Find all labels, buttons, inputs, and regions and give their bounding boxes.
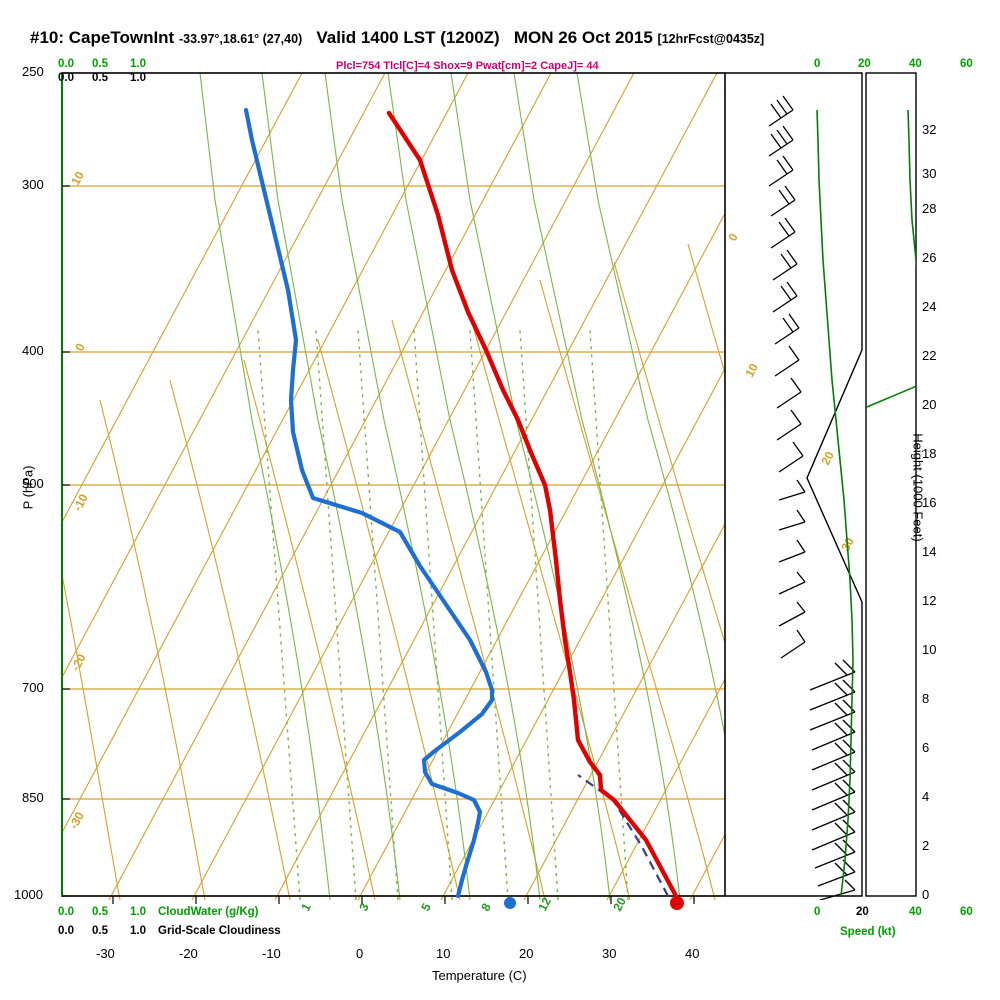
- height-profile-curve: [866, 109, 916, 409]
- cloudwater-tick-0: 0.0: [58, 58, 74, 70]
- mixing-label-3: 3: [356, 901, 372, 914]
- ytick-500: 500: [22, 476, 44, 491]
- isotherm-label-0: 0: [725, 231, 741, 244]
- ytick-250: 250: [22, 64, 44, 79]
- valid-time: Valid 1400 LST (1200Z): [316, 28, 500, 47]
- adiabat-label-m30: -30: [66, 809, 87, 831]
- cloudwater-tick-2: 1.0: [130, 58, 146, 70]
- height-tick-14: 14: [922, 544, 937, 559]
- cloudwater-bottom-0: 0.0: [58, 906, 74, 918]
- height-tick-20: 20: [922, 397, 937, 412]
- adiabat-label-m20: -20: [68, 651, 89, 673]
- y-axis-label-text: P (hPa): [20, 465, 36, 510]
- station-coords: -33.97°,18.61° (27,40): [178, 32, 303, 46]
- station-id: #10:: [30, 28, 65, 47]
- adiabat-label-10: 10: [68, 169, 87, 188]
- right-axis-label-text: Height (1000 Feet): [910, 433, 926, 542]
- isotherm-label-10: 10: [742, 361, 761, 380]
- speed-bottom-40: 40: [909, 906, 922, 918]
- height-tick-2: 2: [922, 838, 930, 853]
- ytick-400: 400: [22, 343, 44, 358]
- height-tick-22: 22: [922, 348, 937, 363]
- mixing-label-1: 1: [298, 901, 314, 914]
- cloudwater-bottom-1: 0.5: [92, 906, 108, 918]
- mixing-label-5: 5: [418, 901, 434, 914]
- height-tick-10: 10: [922, 642, 937, 657]
- temperature-marker: [670, 896, 684, 910]
- wind-panel: [725, 72, 863, 897]
- height-profile-curve-lower: [816, 109, 854, 897]
- height-tick-26: 26: [922, 250, 937, 265]
- height-tick-18: 18: [922, 446, 937, 461]
- page-title: #10: CapeTownInt -33.97°,18.61° (27,40) …: [30, 28, 764, 48]
- height-tick-8: 8: [922, 691, 930, 706]
- right-axis-label: Height (1000 Feet): [911, 408, 926, 568]
- xtick-30: 30: [602, 946, 617, 961]
- height-tick-12: 12: [922, 593, 937, 608]
- height-tick-32: 32: [922, 122, 937, 137]
- xtick--10: -10: [262, 946, 281, 961]
- cloudwater-tick-1: 0.5: [92, 58, 108, 70]
- ytick-1000: 1000: [14, 887, 43, 902]
- xtick-0: 0: [356, 946, 364, 961]
- speed-top-0: 0: [814, 58, 821, 70]
- cloudiness-bottom-1: 0.5: [92, 925, 108, 937]
- height-tick-24: 24: [922, 299, 937, 314]
- cloudiness-tick-2: 1.0: [130, 72, 146, 84]
- cloudiness-axis-label: Grid-Scale Cloudiness: [158, 925, 281, 937]
- temperature-curve: [386, 110, 679, 899]
- cloudwater-axis-label: CloudWater (g/Kg): [158, 906, 259, 918]
- height-tick-28: 28: [922, 201, 937, 216]
- cloudiness-tick-1: 0.5: [92, 72, 108, 84]
- xtick-20: 20: [519, 946, 534, 961]
- speed-bottom-20: 20: [856, 906, 869, 918]
- x-axis-label: Temperature (C): [432, 968, 527, 983]
- speed-top-60: 60: [960, 58, 973, 70]
- height-tick-4: 4: [922, 789, 930, 804]
- station-name: CapeTownInt: [68, 28, 175, 47]
- mixing-label-20: 20: [610, 895, 629, 914]
- height-tick-0: 0: [922, 887, 930, 902]
- height-tick-16: 16: [922, 495, 937, 510]
- height-tick-6: 6: [922, 740, 930, 755]
- speed-bottom-0: 0: [814, 906, 821, 918]
- dewpoint-curve: [243, 107, 495, 899]
- adiabat-label-m10: -10: [70, 491, 91, 513]
- y-axis-label: P (hPa): [21, 438, 36, 538]
- mixing-label-8: 8: [478, 901, 494, 914]
- xtick-10: 10: [436, 946, 451, 961]
- speed-bottom-60: 60: [960, 906, 973, 918]
- forecast-tag: [12hrFcst@0435z]: [657, 32, 765, 46]
- cloudiness-tick-0: 0.0: [58, 72, 74, 84]
- dewpoint-marker: [504, 897, 516, 909]
- ytick-850: 850: [22, 790, 44, 805]
- cloudiness-bottom-2: 1.0: [130, 925, 146, 937]
- height-tick-30: 30: [922, 166, 937, 181]
- parcel-info: Plcl=754 Tlcl[C]=4 Shox=9 Pwat[cm]=2 Cap…: [336, 60, 599, 72]
- xtick--20: -20: [179, 946, 198, 961]
- wind-barbs: [768, 95, 856, 900]
- xtick-40: 40: [685, 946, 700, 961]
- isotherm-label-20: 20: [818, 449, 837, 468]
- cloudiness-bottom-0: 0.0: [58, 925, 74, 937]
- valid-date: MON 26 Oct 2015: [513, 28, 653, 47]
- speed-top-20: 20: [858, 58, 871, 70]
- height-panel-frame: [865, 72, 917, 897]
- speed-top-40: 40: [909, 58, 922, 70]
- ytick-300: 300: [22, 177, 44, 192]
- speed-axis-label: Speed (kt): [840, 926, 896, 938]
- cloudwater-bottom-2: 1.0: [130, 906, 146, 918]
- ytick-700: 700: [22, 680, 44, 695]
- xtick--30: -30: [96, 946, 115, 961]
- mixing-label-12: 12: [535, 895, 554, 914]
